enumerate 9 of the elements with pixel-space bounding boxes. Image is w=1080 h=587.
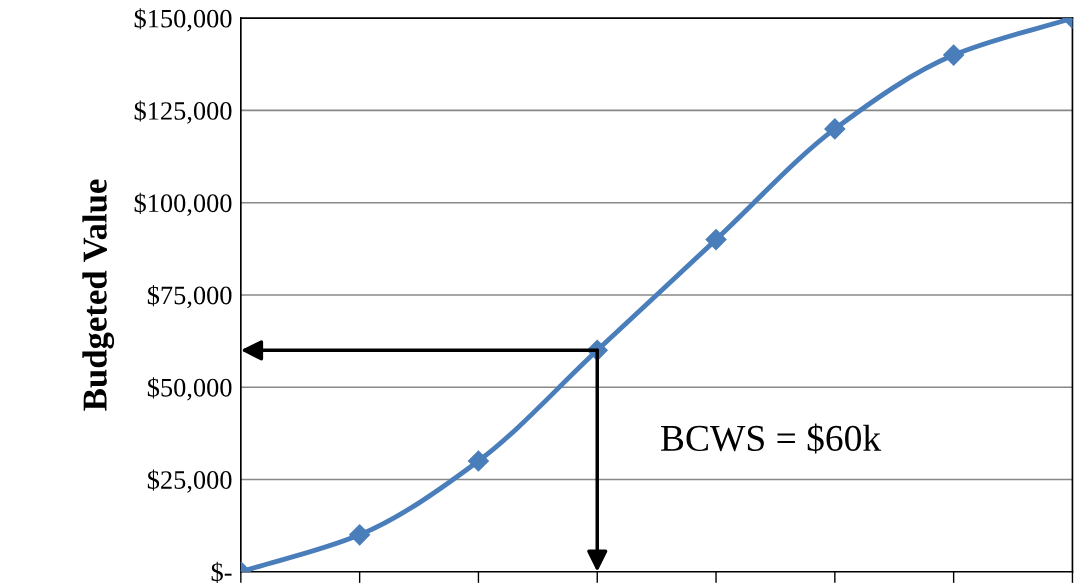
y-tick-label: $75,000: [147, 285, 232, 309]
y-tick-label: $150,000: [134, 8, 232, 32]
y-tick-label: $100,000: [134, 192, 232, 216]
y-axis-title: Budgeted Value: [82, 179, 115, 411]
y-tick-label: $50,000: [147, 377, 232, 401]
y-tick-label: $25,000: [147, 469, 232, 493]
y-tick-label: $125,000: [134, 100, 232, 124]
annotation: BCWS = $60k: [661, 423, 882, 454]
y-tick-label: $-: [211, 561, 232, 583]
